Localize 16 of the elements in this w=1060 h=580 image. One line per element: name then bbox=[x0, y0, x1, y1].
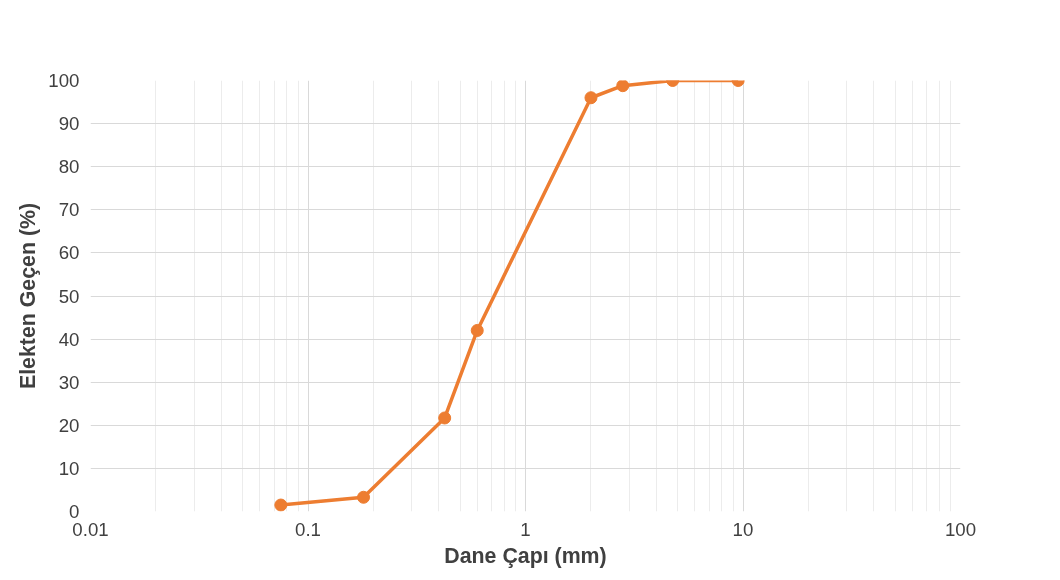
y-tick-label: 100 bbox=[48, 70, 80, 91]
x-axis-title: Dane Çapı (mm) bbox=[444, 543, 607, 568]
y-tick-label: 70 bbox=[58, 199, 80, 221]
x-tick-label: 1 bbox=[520, 518, 531, 540]
x-tick-label: 0.1 bbox=[295, 518, 321, 540]
y-tick-label: 50 bbox=[58, 285, 80, 307]
y-axis-title: Elekten Geçen (%) bbox=[16, 202, 41, 390]
y-tick-label: 90 bbox=[58, 113, 80, 135]
y-tick-label: 10 bbox=[58, 457, 80, 479]
y-tick-label: 80 bbox=[58, 156, 80, 178]
x-tick-label: 100 bbox=[944, 518, 977, 540]
y-tick-label: 30 bbox=[58, 371, 80, 393]
y-tick-label: 40 bbox=[58, 328, 80, 350]
y-tick-label: 60 bbox=[58, 242, 80, 264]
y-tick-label: 20 bbox=[58, 414, 80, 436]
x-tick-label: 10 bbox=[732, 518, 754, 540]
